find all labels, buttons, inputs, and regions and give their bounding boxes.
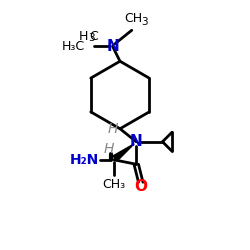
- Text: H: H: [104, 142, 115, 156]
- Text: O: O: [134, 179, 147, 194]
- Text: CH: CH: [124, 12, 142, 25]
- Text: 3: 3: [88, 33, 95, 43]
- Text: 3: 3: [141, 17, 148, 27]
- Text: C: C: [90, 30, 98, 43]
- Text: N: N: [130, 134, 142, 149]
- Text: H₂N: H₂N: [70, 153, 99, 167]
- Text: N: N: [106, 39, 119, 54]
- Text: H₃C: H₃C: [62, 40, 85, 53]
- Text: H: H: [107, 122, 118, 136]
- Text: CH₃: CH₃: [102, 178, 125, 191]
- Polygon shape: [113, 144, 134, 161]
- Text: H: H: [79, 30, 88, 43]
